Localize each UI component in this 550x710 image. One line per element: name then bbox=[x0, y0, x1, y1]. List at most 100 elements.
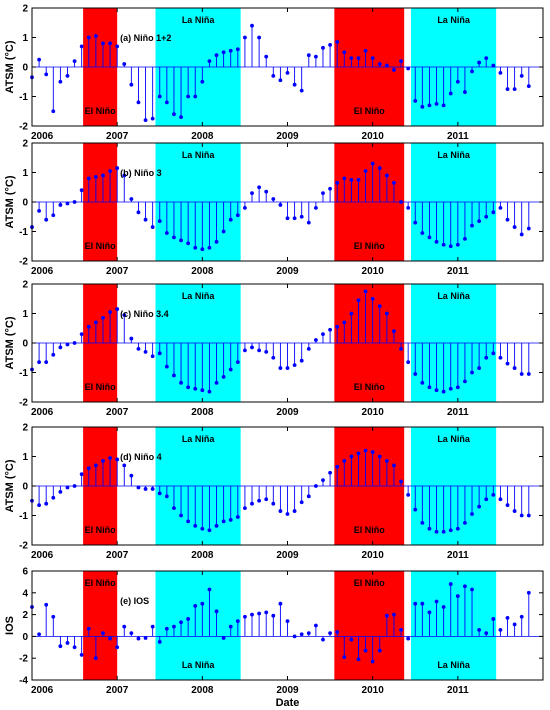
panel-title: (a) Niño 1+2 bbox=[120, 33, 171, 43]
point-16 bbox=[143, 487, 148, 491]
point-46 bbox=[356, 451, 361, 456]
point-2 bbox=[44, 72, 49, 77]
band-label-la-nina: La Niña bbox=[182, 15, 216, 25]
band-la-nina bbox=[155, 571, 241, 680]
y-tick-label: 1 bbox=[22, 168, 28, 179]
point-11 bbox=[108, 41, 112, 46]
point-2 bbox=[44, 360, 49, 365]
point-24 bbox=[200, 601, 205, 606]
point-10 bbox=[101, 41, 105, 46]
x-tick-label: 2010 bbox=[362, 407, 385, 418]
point-28 bbox=[228, 624, 233, 629]
point-47 bbox=[363, 289, 368, 294]
point-1 bbox=[37, 57, 41, 62]
point-46 bbox=[356, 657, 361, 662]
point-42 bbox=[328, 470, 332, 475]
point-61 bbox=[463, 584, 467, 589]
point-16 bbox=[143, 349, 148, 354]
point-63 bbox=[477, 219, 482, 224]
point-43 bbox=[335, 324, 340, 329]
point-49 bbox=[377, 304, 382, 309]
point-46 bbox=[356, 56, 361, 61]
point-68 bbox=[512, 509, 517, 513]
point-11 bbox=[108, 310, 112, 314]
point-51 bbox=[392, 612, 396, 617]
point-65 bbox=[491, 63, 496, 68]
point-64 bbox=[484, 56, 489, 61]
point-33 bbox=[264, 189, 269, 194]
point-32 bbox=[257, 35, 262, 40]
point-44 bbox=[342, 320, 347, 325]
point-34 bbox=[271, 197, 276, 201]
band-label-la-nina: La Niña bbox=[437, 291, 471, 301]
point-20 bbox=[172, 624, 176, 629]
point-36 bbox=[285, 366, 290, 370]
point-33 bbox=[264, 54, 269, 59]
point-62 bbox=[470, 69, 474, 74]
panel-4: -2 -1 0 1 2 2006 2007 2008 2009 2010 2011 ATSM (°C)… bbox=[4, 423, 544, 561]
point-70 bbox=[526, 84, 531, 89]
point-62 bbox=[470, 223, 474, 228]
point-52 bbox=[399, 59, 403, 63]
point-57 bbox=[434, 101, 439, 106]
point-26 bbox=[214, 609, 219, 614]
point-32 bbox=[257, 348, 262, 353]
point-9 bbox=[93, 656, 98, 661]
point-24 bbox=[200, 526, 205, 531]
point-7 bbox=[79, 332, 84, 337]
point-19 bbox=[164, 494, 169, 499]
point-35 bbox=[278, 203, 283, 207]
x-tick-label: 2007 bbox=[106, 131, 129, 142]
point-60 bbox=[455, 594, 460, 598]
point-39 bbox=[306, 53, 311, 58]
point-24 bbox=[200, 388, 205, 393]
point-66 bbox=[498, 206, 503, 210]
point-48 bbox=[370, 659, 375, 664]
point-4 bbox=[58, 203, 63, 207]
point-36 bbox=[285, 71, 290, 75]
point-7 bbox=[79, 44, 84, 49]
point-6 bbox=[72, 645, 77, 650]
point-38 bbox=[299, 500, 304, 505]
point-52 bbox=[399, 200, 403, 204]
point-25 bbox=[207, 587, 212, 592]
y-tick-label: -2 bbox=[19, 122, 28, 133]
y-tick-label: 0 bbox=[22, 339, 28, 350]
point-17 bbox=[150, 624, 155, 629]
point-42 bbox=[328, 631, 332, 636]
point-65 bbox=[491, 617, 496, 621]
x-tick-label: 2006 bbox=[31, 407, 54, 418]
point-35 bbox=[278, 366, 283, 370]
point-59 bbox=[448, 91, 453, 96]
point-41 bbox=[321, 191, 325, 196]
band-label-el-nino: El Niño bbox=[354, 578, 386, 588]
point-53 bbox=[406, 206, 411, 210]
point-67 bbox=[505, 87, 510, 92]
point-22 bbox=[186, 385, 191, 390]
point-55 bbox=[420, 104, 425, 109]
point-5 bbox=[65, 485, 70, 490]
point-45 bbox=[349, 637, 354, 642]
point-65 bbox=[491, 351, 496, 356]
point-54 bbox=[413, 372, 418, 376]
point-18 bbox=[157, 639, 162, 644]
point-53 bbox=[406, 360, 411, 365]
x-tick-label: 2010 bbox=[362, 685, 385, 696]
point-51 bbox=[392, 329, 396, 334]
point-5 bbox=[65, 342, 70, 347]
point-50 bbox=[384, 311, 389, 316]
point-57 bbox=[434, 239, 439, 244]
x-tick-label: 2009 bbox=[276, 550, 299, 561]
point-63 bbox=[477, 627, 482, 632]
point-37 bbox=[292, 82, 297, 87]
point-15 bbox=[136, 100, 141, 105]
point-67 bbox=[505, 217, 510, 222]
point-61 bbox=[463, 520, 467, 525]
band-label-la-nina: La Niña bbox=[437, 150, 471, 160]
point-42 bbox=[328, 42, 332, 47]
point-33 bbox=[264, 349, 269, 354]
point-47 bbox=[363, 448, 368, 453]
point-63 bbox=[477, 366, 482, 370]
point-26 bbox=[214, 523, 219, 528]
point-42 bbox=[328, 186, 332, 191]
